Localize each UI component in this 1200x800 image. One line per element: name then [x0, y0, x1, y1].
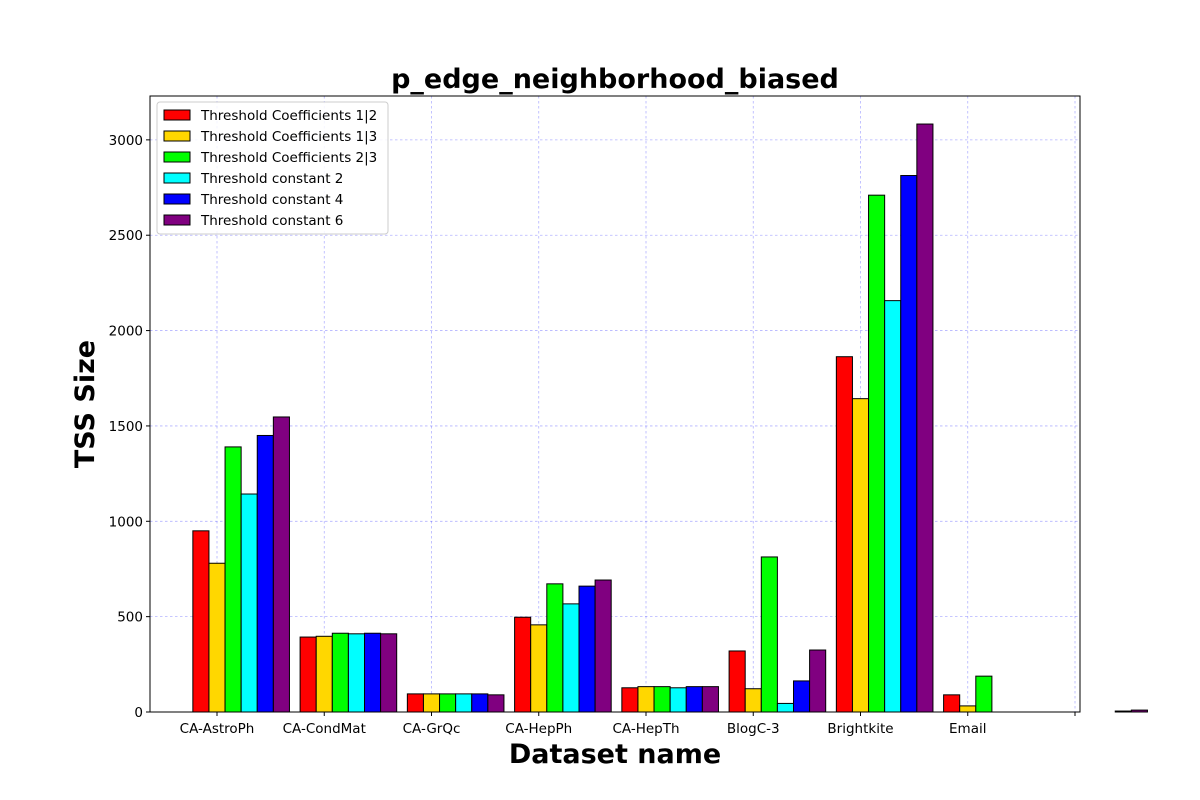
bar [272, 416, 290, 713]
y-tick-label: 0 [134, 705, 143, 721]
bar [578, 585, 596, 713]
bar [364, 632, 382, 713]
bar [562, 603, 580, 713]
x-tick-label: Brightkite [827, 721, 893, 737]
bar [256, 434, 274, 713]
y-tick-label: 3000 [109, 133, 143, 149]
legend-box [156, 101, 389, 235]
bar [744, 688, 762, 713]
y-axis-label: TSS Size [70, 340, 101, 468]
y-tick-label: 500 [117, 610, 143, 626]
bar [943, 694, 961, 713]
x-axis-label: Dataset name [509, 739, 721, 770]
bar [728, 650, 746, 713]
bar [868, 194, 886, 713]
legend: Threshold Coefficients 1|2 Threshold Coef… [156, 101, 389, 235]
bar [884, 300, 902, 713]
bar [380, 633, 398, 713]
bar [331, 632, 349, 713]
chart-title: p_edge_neighborhood_biased [391, 64, 839, 95]
legend-label: Threshold Coefficients 2|3 [200, 150, 377, 166]
bar [809, 649, 827, 713]
bar [835, 356, 853, 713]
bar [1114, 710, 1132, 713]
bar [851, 398, 870, 713]
bar [1130, 709, 1148, 713]
plot-frame [149, 95, 1081, 713]
legend-swatch [163, 193, 191, 205]
bar [439, 693, 457, 713]
bar [546, 583, 564, 713]
x-tick-label: CA-AstroPh [180, 721, 255, 737]
y-tick-label: 2000 [109, 324, 143, 340]
bar [208, 562, 226, 713]
bar [637, 686, 655, 713]
bar [315, 635, 333, 713]
y-tick-label: 1500 [109, 419, 143, 435]
bar [224, 446, 242, 713]
legend-label: Threshold Coefficients 1|2 [200, 108, 377, 124]
x-tick-label: BlogC-3 [727, 721, 780, 737]
x-tick-label: CA-CondMat [283, 721, 366, 737]
y-tick-label: 1000 [109, 514, 143, 530]
bar [471, 693, 489, 713]
bar [793, 680, 811, 713]
y-tick-label: 2500 [109, 228, 143, 244]
legend-swatch [163, 151, 191, 163]
bar [422, 693, 441, 713]
bar [760, 556, 778, 713]
bar [514, 616, 532, 713]
bar [701, 686, 719, 713]
bar [900, 175, 918, 713]
bar [487, 694, 505, 713]
x-tick-label: CA-HepTh [612, 721, 679, 737]
bar [406, 693, 424, 713]
bar [685, 686, 703, 713]
legend-label: Threshold constant 2 [200, 171, 343, 187]
bar [669, 687, 687, 713]
bar [653, 686, 671, 713]
legend-label: Threshold constant 4 [200, 192, 343, 208]
x-tick-label: CA-HepPh [505, 721, 572, 737]
bar [240, 493, 258, 713]
ticks: 0 500 1000 1500 2000 2500 3000 CA-AstroPh CA-Con… [109, 133, 1076, 737]
bar [594, 579, 612, 713]
bar [530, 624, 548, 713]
legend-swatch [163, 109, 191, 121]
bar [975, 675, 993, 713]
bar [776, 702, 795, 713]
x-tick-label: Email [949, 721, 986, 737]
bar [621, 687, 639, 713]
bar [959, 705, 977, 713]
bar [299, 636, 317, 713]
legend-label: Threshold constant 6 [200, 213, 343, 229]
legend-swatch [163, 130, 191, 142]
legend-label: Threshold Coefficients 1|3 [200, 129, 377, 145]
bar [347, 633, 365, 713]
legend-swatch [163, 214, 191, 226]
x-tick-label: CA-GrQc [403, 721, 461, 737]
bar [455, 693, 473, 713]
bar [192, 530, 210, 713]
bar [916, 123, 934, 713]
legend-swatch [163, 172, 191, 184]
